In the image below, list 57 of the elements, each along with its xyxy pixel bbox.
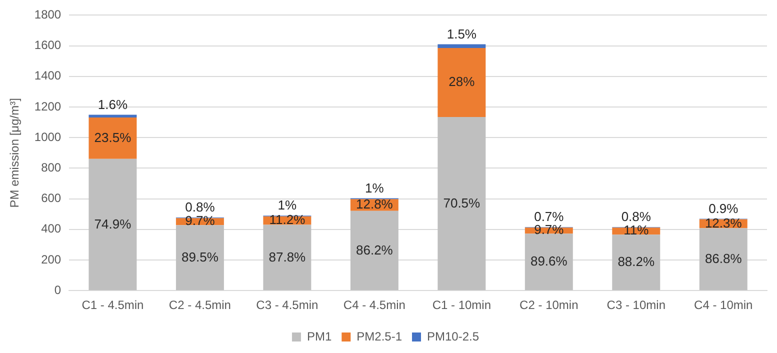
bar bbox=[176, 225, 224, 290]
annotation: 86.2% bbox=[356, 242, 394, 258]
annotation: 23.5% bbox=[94, 130, 132, 145]
legend-label: PM10-2.5 bbox=[427, 329, 480, 344]
bar bbox=[699, 228, 748, 290]
annotation: 12.8% bbox=[356, 196, 394, 212]
y-tick-label: 0 bbox=[54, 282, 62, 297]
annotation: 0.9% bbox=[708, 200, 739, 216]
annotation: 28% bbox=[448, 74, 476, 90]
y-tick-label: 1400 bbox=[34, 68, 62, 83]
annotation: 1% bbox=[278, 198, 298, 213]
bar bbox=[88, 114, 137, 118]
annotation: 1% bbox=[365, 180, 384, 196]
annotation: 70.5% bbox=[443, 195, 481, 210]
x-tick-label: C3 - 4.5min bbox=[256, 298, 318, 312]
annotation: 87.8% bbox=[268, 249, 306, 264]
bar bbox=[438, 116, 486, 290]
bar bbox=[438, 44, 486, 48]
y-tick-label: 1000 bbox=[34, 130, 62, 144]
annotation: 11% bbox=[624, 222, 650, 238]
legend-label: PM1 bbox=[306, 329, 332, 344]
bar bbox=[88, 118, 137, 159]
bar bbox=[524, 234, 573, 290]
x-tick-label: C3 - 10min bbox=[606, 298, 666, 312]
y-tick-label: 600 bbox=[41, 191, 62, 206]
annotation: 88.2% bbox=[618, 254, 656, 270]
x-tick-label: C1 - 10min bbox=[432, 298, 492, 312]
x-tick-label: C4 - 4.5min bbox=[343, 298, 406, 312]
annotation: 9.7% bbox=[185, 213, 216, 228]
annotation: 11.2% bbox=[269, 212, 306, 228]
y-axis-title: PM emission [μg/m³] bbox=[8, 98, 22, 208]
annotation: 12.3% bbox=[704, 215, 742, 230]
bar bbox=[263, 224, 312, 290]
bar bbox=[88, 158, 137, 290]
annotation: 74.9% bbox=[94, 216, 132, 232]
legend-label: PM2.5-1 bbox=[356, 329, 402, 344]
y-tick-label: 800 bbox=[41, 160, 62, 175]
annotation: 1.5% bbox=[446, 26, 477, 42]
annotation: 0.7% bbox=[534, 209, 564, 224]
x-tick-label: C2 - 4.5min bbox=[168, 298, 231, 312]
y-tick-label: 200 bbox=[41, 252, 62, 266]
y-tick-label: 400 bbox=[41, 222, 62, 236]
annotation: 89.6% bbox=[530, 254, 568, 269]
x-tick-label: C4 - 10min bbox=[694, 298, 753, 312]
annotation: 0.8% bbox=[621, 209, 652, 224]
bar bbox=[612, 234, 660, 290]
y-tick-label: 1800 bbox=[34, 8, 62, 22]
bar bbox=[350, 210, 398, 290]
annotation: 1.6% bbox=[98, 96, 128, 112]
y-tick-label: 1600 bbox=[34, 38, 62, 52]
annotation: 0.8% bbox=[185, 200, 216, 215]
x-tick-label: C1 - 4.5min bbox=[82, 298, 144, 312]
x-tick-label: C2 - 10min bbox=[520, 298, 578, 312]
y-tick-label: 1200 bbox=[34, 99, 62, 114]
annotation: 89.5% bbox=[182, 249, 219, 264]
bar bbox=[438, 48, 486, 117]
annotation: 86.8% bbox=[704, 250, 742, 266]
